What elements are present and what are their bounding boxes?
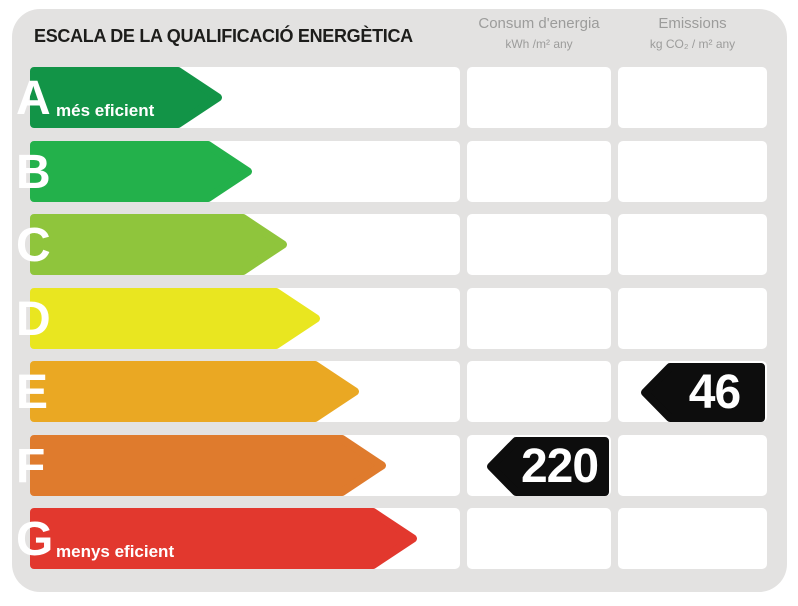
- emissions-cell: [618, 508, 767, 569]
- rating-arrow-D: [30, 287, 320, 349]
- rating-letter-D: D: [16, 292, 51, 346]
- emissions-header-unit: kg CO₂ / m² any: [649, 37, 736, 51]
- rating-letter-A: A: [16, 72, 51, 125]
- emissions-value-arrow: 46: [640, 363, 766, 422]
- consum-cell: [467, 361, 611, 422]
- rating-arrow-E: [30, 361, 359, 422]
- emissions-cell: [618, 140, 767, 202]
- rating-letter-C: C: [16, 219, 51, 272]
- rating-arrow-G: [30, 508, 417, 569]
- page-title: ESCALA DE LA QUALIFICACIÓ ENERGÈTICA: [34, 26, 413, 46]
- consum-value: 220: [520, 439, 599, 493]
- rating-letter-B: B: [16, 145, 51, 199]
- emissions-cell: [618, 434, 767, 496]
- consum-cell: [467, 287, 611, 349]
- rating-arrow-A: [30, 67, 222, 128]
- rating-letter-E: E: [16, 366, 49, 419]
- rating-arrow-B: [30, 140, 252, 202]
- consum-column-header: Consum d'energia kWh /m² any: [467, 15, 611, 52]
- scale-row-B: B: [0, 140, 798, 202]
- efficiency-label-A: més eficient: [56, 101, 155, 120]
- rating-arrow-C: [30, 214, 287, 275]
- consum-cell: [467, 140, 611, 202]
- consum-value-arrow: 220: [486, 436, 610, 496]
- emissions-arrow-shape: [641, 363, 765, 422]
- emissions-column-header: Emissions kg CO₂ / m² any: [618, 15, 767, 52]
- emissions-cell: [618, 67, 767, 128]
- consum-arrow-shape: [487, 436, 609, 496]
- rating-arrow-F: [30, 434, 386, 496]
- rating-letter-G: G: [16, 513, 54, 566]
- emissions-header-label: Emissions: [658, 15, 727, 32]
- scale-row-E: E: [0, 361, 798, 422]
- consum-cell: [467, 67, 611, 128]
- emissions-cell: [618, 214, 767, 275]
- emissions-value: 46: [688, 366, 741, 419]
- consum-header-unit: kWh /m² any: [505, 37, 573, 51]
- consum-header-label: Consum d'energia: [478, 15, 600, 32]
- scale-row-F: F: [0, 434, 798, 496]
- scale-row-C: C: [0, 214, 798, 275]
- consum-cell: [467, 508, 611, 569]
- consum-cell: [467, 214, 611, 275]
- emissions-cell: [618, 287, 767, 349]
- efficiency-label-G: menys eficient: [56, 542, 175, 561]
- rating-letter-F: F: [16, 439, 46, 493]
- scale-row-D: D: [0, 287, 798, 349]
